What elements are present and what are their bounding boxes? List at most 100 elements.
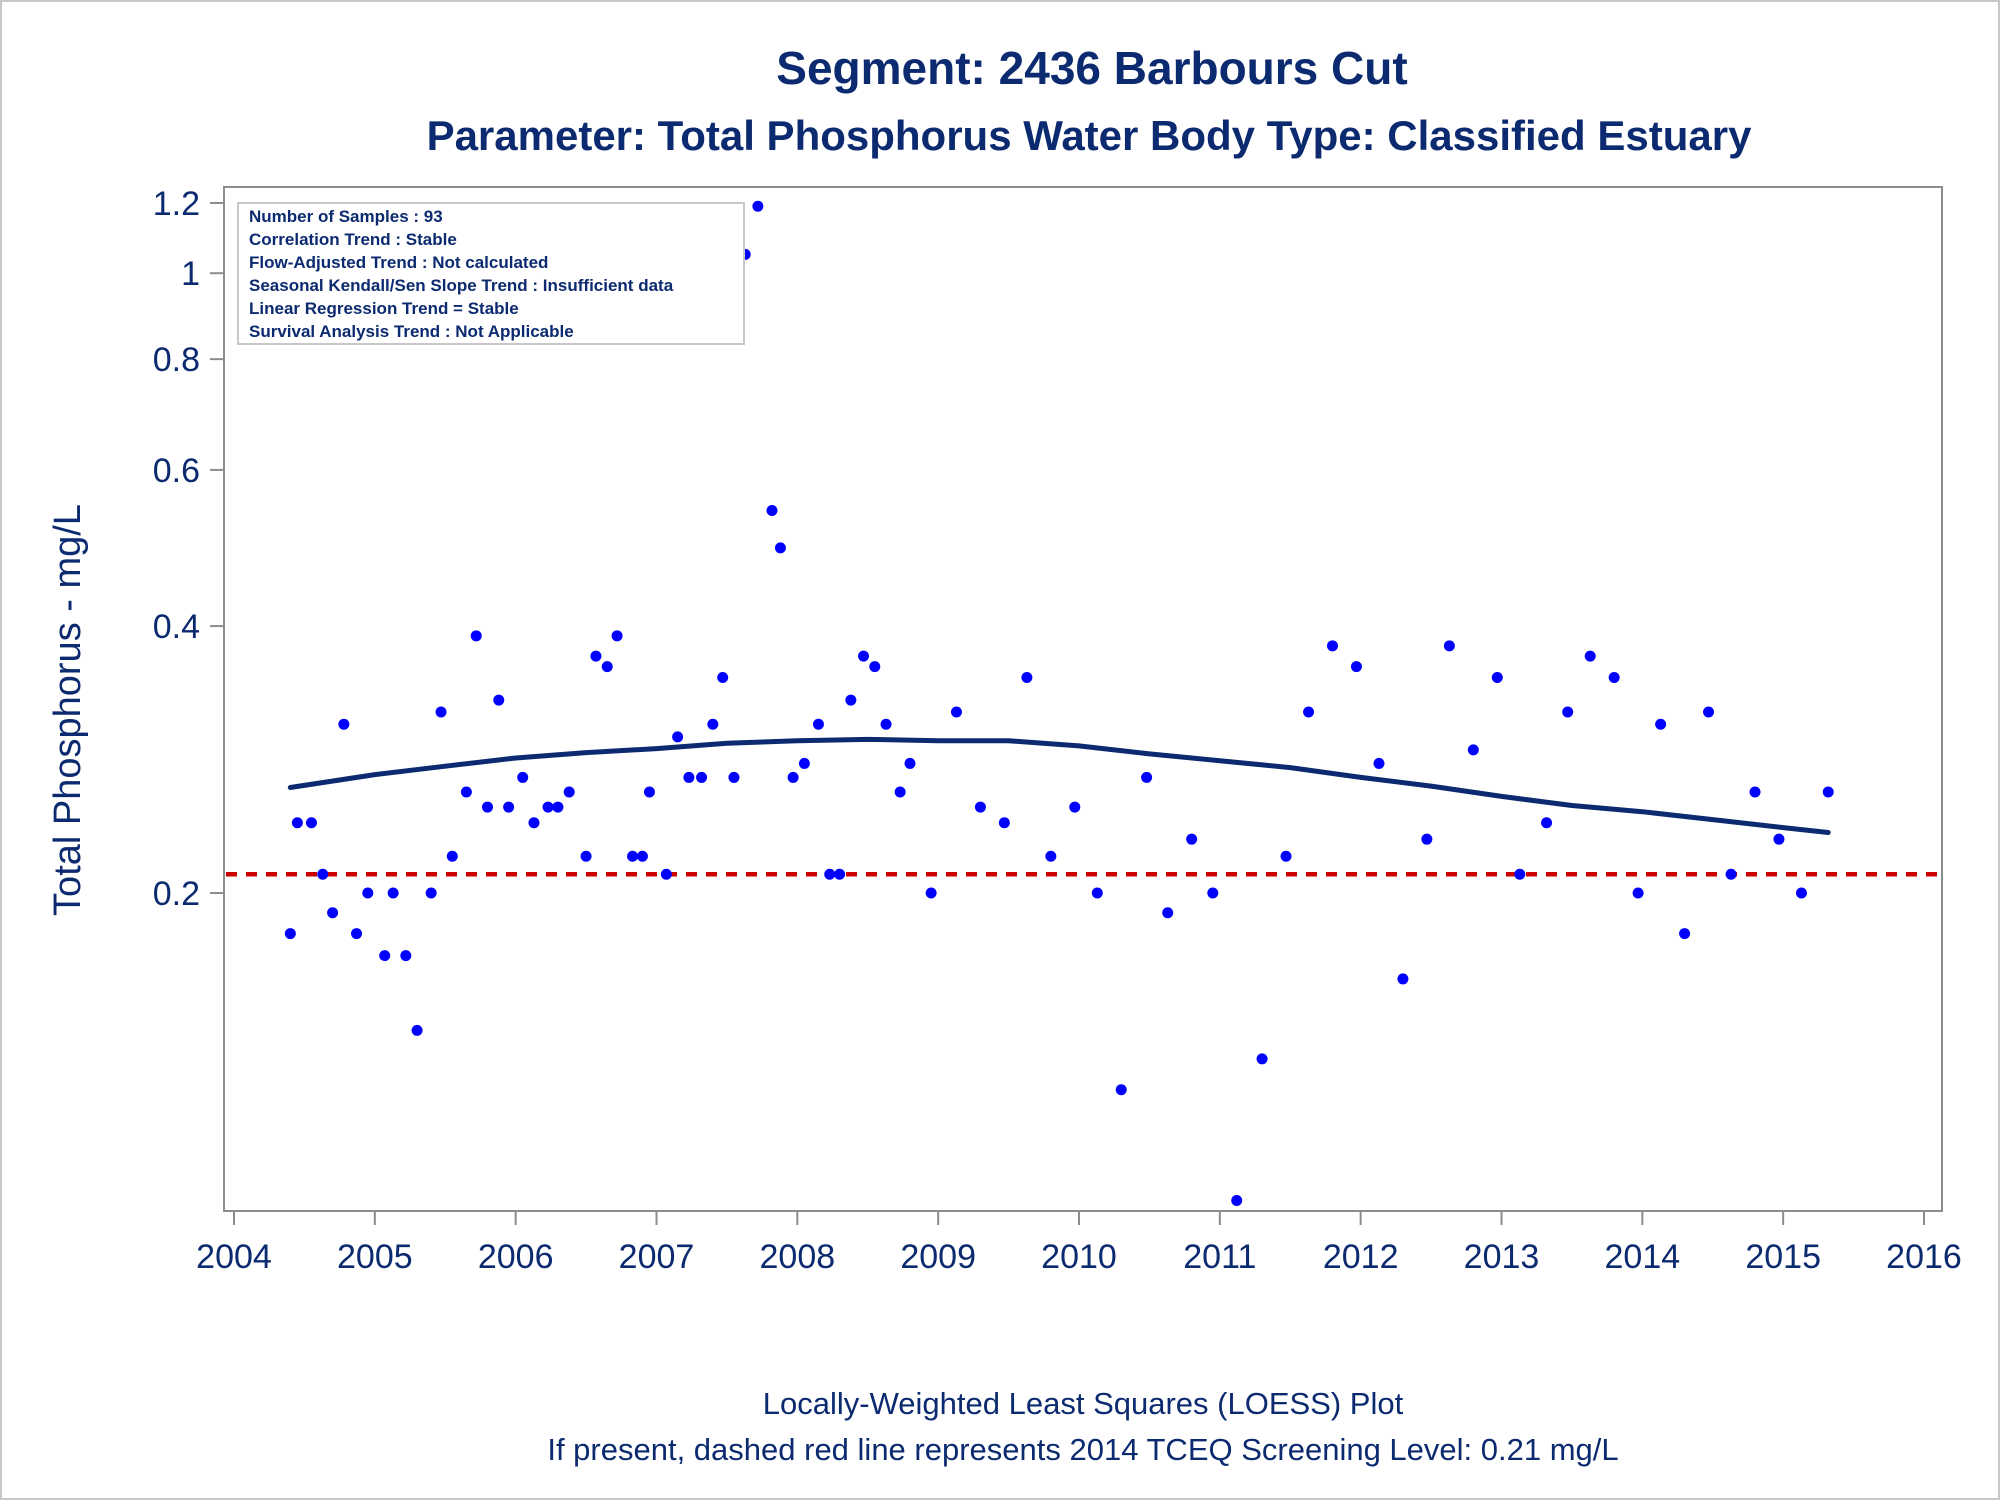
data-point [327,907,339,919]
data-point [1467,744,1479,756]
data-point [683,771,695,783]
data-point [1655,718,1667,730]
data-point [1045,850,1057,862]
data-point [1725,868,1737,880]
data-point [1021,671,1033,683]
data-point [627,850,639,862]
data-point [774,542,786,554]
data-point [1327,640,1338,652]
data-point [1303,706,1315,718]
data-point [858,650,870,662]
data-point [752,200,764,212]
data-point [1231,1195,1243,1207]
data-point [845,694,857,706]
data-point [291,817,303,829]
x-tick-label: 2005 [337,1238,413,1276]
stats-line-survival-analysis: Survival Analysis Trend : Not Applicable [249,322,574,341]
data-point [460,786,472,798]
x-tick-label: 2004 [196,1238,272,1276]
data-points [284,200,1834,1207]
data-point [728,771,740,783]
y-tick-label: 1 [181,255,200,293]
data-point [824,868,836,880]
x-tick-label: 2008 [760,1238,836,1276]
footnote-screening-level: If present, dashed red line represents 2… [547,1432,1618,1467]
data-point [563,786,575,798]
data-point [542,801,554,813]
y-tick-label: 0.2 [153,875,200,913]
data-point [284,928,296,940]
data-point [1679,928,1691,940]
data-point [351,928,363,940]
data-point [387,887,399,899]
data-point [787,771,799,783]
data-point [425,887,437,899]
chart-subtitle: Parameter: Total Phosphorus Water Body T… [427,112,1753,159]
x-tick-label: 2012 [1323,1238,1399,1276]
data-point [1822,786,1834,798]
data-point [717,671,729,683]
x-tick-label: 2014 [1605,1238,1681,1276]
stats-line-flow-adjusted: Flow-Adjusted Trend : Not calculated [249,253,548,272]
data-point [950,706,962,718]
data-point [552,801,564,813]
data-point [1207,887,1219,899]
stats-line-correlation: Correlation Trend : Stable [249,230,457,249]
data-point [338,718,350,730]
chart-title: Segment: 2436 Barbours Cut [776,42,1407,94]
data-point [528,817,540,829]
plot-area-border [223,186,1943,1212]
x-tick-label: 2013 [1464,1238,1540,1276]
x-tick-label: 2010 [1041,1238,1117,1276]
data-point [925,887,937,899]
stats-box: Number of Samples : 93 Correlation Trend… [237,202,745,345]
data-point [1562,706,1574,718]
data-point [470,630,482,642]
data-point [974,801,986,813]
data-point [411,1024,423,1036]
data-point [435,706,447,718]
x-tick-label: 2011 [1183,1238,1256,1276]
data-point [580,850,592,862]
stats-box-border [237,202,745,345]
data-point [672,731,684,743]
x-tick-label: 2016 [1886,1238,1962,1276]
x-tick-label: 2007 [619,1238,695,1276]
data-point [362,887,374,899]
data-point [1749,786,1761,798]
data-point [636,850,648,862]
data-point [1608,671,1620,683]
data-point [305,817,317,829]
x-tick-label: 2006 [478,1238,554,1276]
data-point [317,868,329,880]
data-point [1541,817,1553,829]
data-point [998,817,1010,829]
data-point [1491,671,1503,683]
data-point [1584,650,1596,662]
data-point [493,694,505,706]
stats-line-seasonal-kendall: Seasonal Kendall/Sen Slope Trend : Insuf… [249,276,674,295]
y-tick-label: 0.4 [153,608,200,646]
x-axis: 2004 2005 2006 2007 2008 2009 2010 2011 2012 2013… [196,1211,1962,1276]
data-point [503,801,515,813]
y-tick-label: 1.2 [153,185,200,223]
data-point [611,630,623,642]
y-tick-label: 0.8 [153,341,200,379]
data-point [1069,801,1081,813]
data-point [904,757,916,769]
data-point [643,786,655,798]
data-point [1632,887,1644,899]
data-point [482,801,493,813]
data-point [1795,887,1807,899]
data-point [798,757,810,769]
data-point [1703,706,1715,718]
data-point [446,850,458,862]
data-point [1443,640,1455,652]
y-axis-label: Total Phosphorus - mg/L [47,504,89,916]
data-point [880,718,892,730]
stats-line-samples: Number of Samples : 93 [249,207,443,226]
data-point [834,868,846,880]
data-point [660,868,672,880]
data-point [1773,833,1785,845]
